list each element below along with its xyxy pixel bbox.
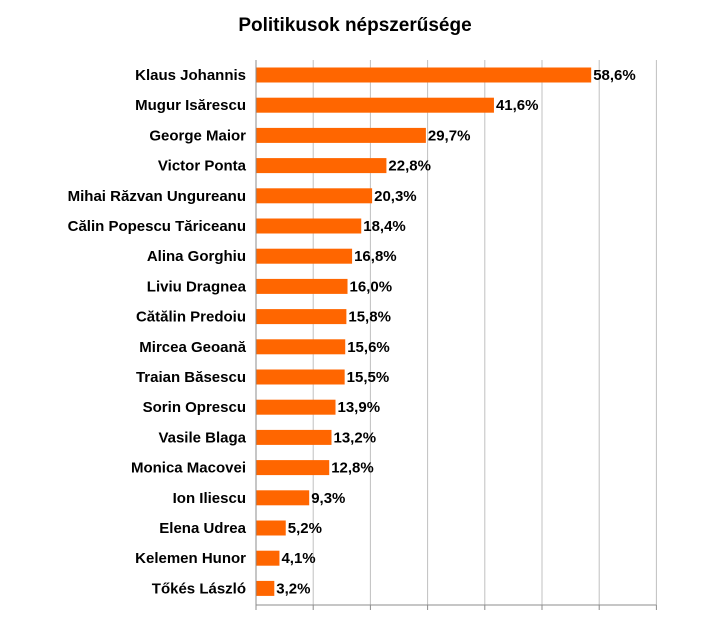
category-label: Mugur Isărescu [135,97,246,114]
bar [256,460,330,476]
bar [256,309,347,325]
value-label: 29,7% [428,127,471,144]
category-label: Călin Popescu Tăriceanu [68,218,246,235]
bar [256,158,387,174]
category-label: Alina Gorghiu [147,248,246,265]
category-label: Mircea Geoană [139,339,246,356]
value-label: 12,8% [331,460,374,477]
grid-lines [312,60,657,605]
value-label: 41,6% [496,97,539,114]
bar [256,429,332,445]
value-labels: 58,6% 41,6% 29,7% 22,8% 20,3% 18,4% 16,8% 16,0%… [276,67,635,597]
bars [256,67,592,596]
category-label: Monica Macovei [131,460,246,477]
category-label: Kelemen Hunor [135,550,246,567]
value-label: 58,6% [593,67,636,84]
value-label: 15,8% [348,309,391,326]
category-label: Mihai Răzvan Ungureanu [68,188,246,205]
category-label: George Maior [149,127,246,144]
value-label: 15,6% [347,339,390,356]
bar [256,490,310,506]
value-label: 18,4% [363,218,406,235]
category-labels: Klaus Johannis Mugur Isărescu George Maior… [68,67,247,597]
bar [256,399,336,415]
bar [256,97,494,113]
bar [256,339,346,355]
value-label: 4,1% [281,550,315,567]
value-label: 13,9% [338,399,381,416]
value-label: 15,5% [347,369,390,386]
bar [256,278,348,294]
category-label: Tőkés László [152,580,246,597]
value-label: 9,3% [311,490,345,507]
category-label: Elena Udrea [159,520,246,537]
value-label: 13,2% [334,429,377,446]
chart-title: Politikusok népszerűsége [238,15,472,36]
bar [256,127,426,143]
bar [256,520,286,536]
category-label: Cătălin Predoiu [136,309,246,326]
bar [256,580,275,596]
value-label: 22,8% [388,158,431,175]
bar [256,67,592,83]
category-label: Klaus Johannis [135,67,246,84]
value-label: 16,8% [354,248,397,265]
value-label: 16,0% [350,278,393,295]
value-label: 5,2% [288,520,322,537]
category-label: Victor Ponta [158,158,247,175]
bar [256,369,345,385]
bar [256,550,280,566]
category-label: Sorin Oprescu [143,399,246,416]
value-label: 3,2% [276,580,310,597]
bar [256,218,362,234]
category-label: Ion Iliescu [173,490,246,507]
category-label: Traian Băsescu [136,369,246,386]
axes [255,60,657,610]
value-label: 20,3% [374,188,417,205]
category-label: Vasile Blaga [158,429,246,446]
category-label: Liviu Dragnea [147,278,247,295]
bar [256,188,373,204]
bar [256,248,353,264]
